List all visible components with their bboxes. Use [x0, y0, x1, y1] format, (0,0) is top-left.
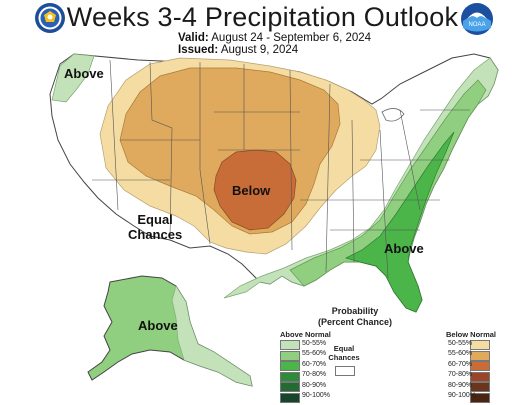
above-east-60-70-area — [345, 131, 455, 313]
above-alaska-label: Above — [138, 318, 178, 333]
legend-below-swatch — [470, 361, 490, 371]
legend-above-swatch — [280, 350, 300, 361]
valid-label: Valid: — [178, 32, 209, 44]
above-southeast-label: Above — [384, 241, 424, 256]
legend-below-label: 50-55% — [448, 339, 473, 347]
equal-chances-label: Equal Chances — [128, 212, 182, 242]
legend-below-label: 90-100% — [448, 392, 477, 399]
below-60-70-area — [213, 149, 297, 231]
legend-above-label: 60-70% — [302, 360, 327, 368]
legend-below-label: 80-90% — [448, 381, 473, 389]
state-boundaries — [92, 59, 470, 279]
legend-below-swatch — [470, 350, 490, 361]
above-northwest-area — [51, 53, 95, 103]
legend-above-swatch — [280, 361, 300, 371]
legend-equal-line-1: Equal — [333, 344, 355, 353]
legend-equal-chances-swatch — [335, 366, 355, 376]
legend-below-swatch — [470, 392, 490, 403]
noaa-icon: NOAA — [461, 3, 493, 35]
legend-below-label: 55-60% — [448, 350, 473, 357]
valid-dates: August 24 - September 6, 2024 — [211, 32, 372, 44]
legend-above-swatch — [280, 371, 300, 382]
legend-above-swatch — [280, 340, 300, 350]
legend-equal-line-2: Chances — [328, 353, 360, 362]
below-central-label: Below — [232, 183, 271, 198]
legend-below-label: 60-70% — [448, 360, 473, 368]
legend-above-label: 50-55% — [302, 339, 327, 347]
legend-below-swatch — [470, 371, 490, 382]
legend-above-label: 90-100% — [302, 392, 331, 399]
legend-above-label: 80-90% — [302, 381, 327, 389]
legend-title: Probability (Percent Chance) — [300, 306, 410, 328]
legend-above-label: 55-60% — [302, 350, 327, 357]
legend-below-swatch — [470, 382, 490, 392]
legend-above-heading: Above Normal — [280, 330, 331, 339]
alaska-coastal-area — [171, 285, 253, 387]
legend-below-swatch — [470, 340, 490, 350]
legend-above-swatch — [280, 392, 300, 403]
commerce-seal-icon — [35, 3, 65, 33]
issued-label: Issued: — [178, 44, 219, 56]
legend-above-swatch — [280, 382, 300, 392]
page-title: Weeks 3-4 Precipitation Outlook — [66, 2, 459, 32]
legend-title-line-2: (Percent Chance) — [317, 317, 393, 327]
legend-title-line-1: Probability — [331, 306, 379, 316]
equal-chances-line-2: Chances — [128, 227, 183, 242]
legend-equal-chances-label: Equal Chances — [326, 344, 362, 362]
legend-above-label: 70-80% — [302, 371, 327, 378]
above-northwest-label: Above — [64, 66, 104, 81]
legend-below-heading: Below Normal — [446, 330, 497, 339]
issued-date: August 9, 2024 — [220, 44, 299, 56]
equal-chances-line-1: Equal — [137, 212, 173, 227]
issued-line: Issued: August 9, 2024 — [178, 44, 298, 56]
valid-line: Valid: August 24 - September 6, 2024 — [178, 32, 371, 44]
svg-text:NOAA: NOAA — [468, 22, 485, 28]
legend-below-label: 70-80% — [448, 371, 473, 378]
